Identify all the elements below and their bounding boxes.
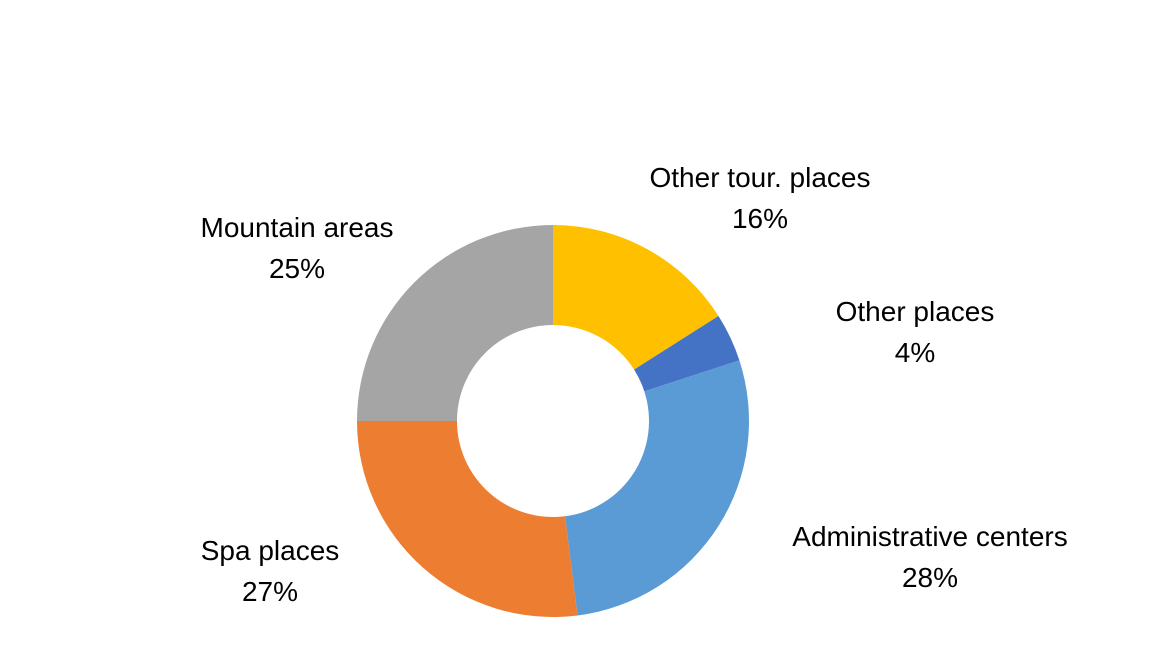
doughnut-slices	[357, 225, 750, 617]
label-mountain-areas-pct: 25%	[268, 253, 326, 284]
label-administrative-centers-pct: 28%	[901, 562, 959, 593]
label-other-places-pct: 4%	[894, 337, 936, 368]
label-administrative-centers-text: Administrative centers	[792, 521, 1068, 552]
slice-administrative-centers	[565, 360, 750, 616]
label-other-tour-places-text: Other tour. places	[649, 162, 871, 193]
label-other-places: Other places 4%	[836, 291, 995, 373]
label-other-tour-places: Other tour. places 16%	[649, 157, 870, 239]
slice-other-tour-places	[553, 225, 719, 370]
label-spa-places: Spa places 27%	[201, 530, 340, 612]
label-other-places-text: Other places	[835, 296, 995, 327]
label-spa-places-pct: 27%	[241, 576, 299, 607]
label-mountain-areas-text: Mountain areas	[200, 212, 394, 243]
label-other-tour-places-pct: 16%	[731, 203, 789, 234]
label-mountain-areas: Mountain areas 25%	[200, 207, 393, 289]
slice-mountain-areas	[357, 225, 553, 421]
label-spa-places-text: Spa places	[200, 535, 340, 566]
slice-spa-places	[357, 421, 578, 617]
slice-other-places	[634, 315, 740, 392]
label-administrative-centers: Administrative centers 28%	[792, 516, 1067, 598]
